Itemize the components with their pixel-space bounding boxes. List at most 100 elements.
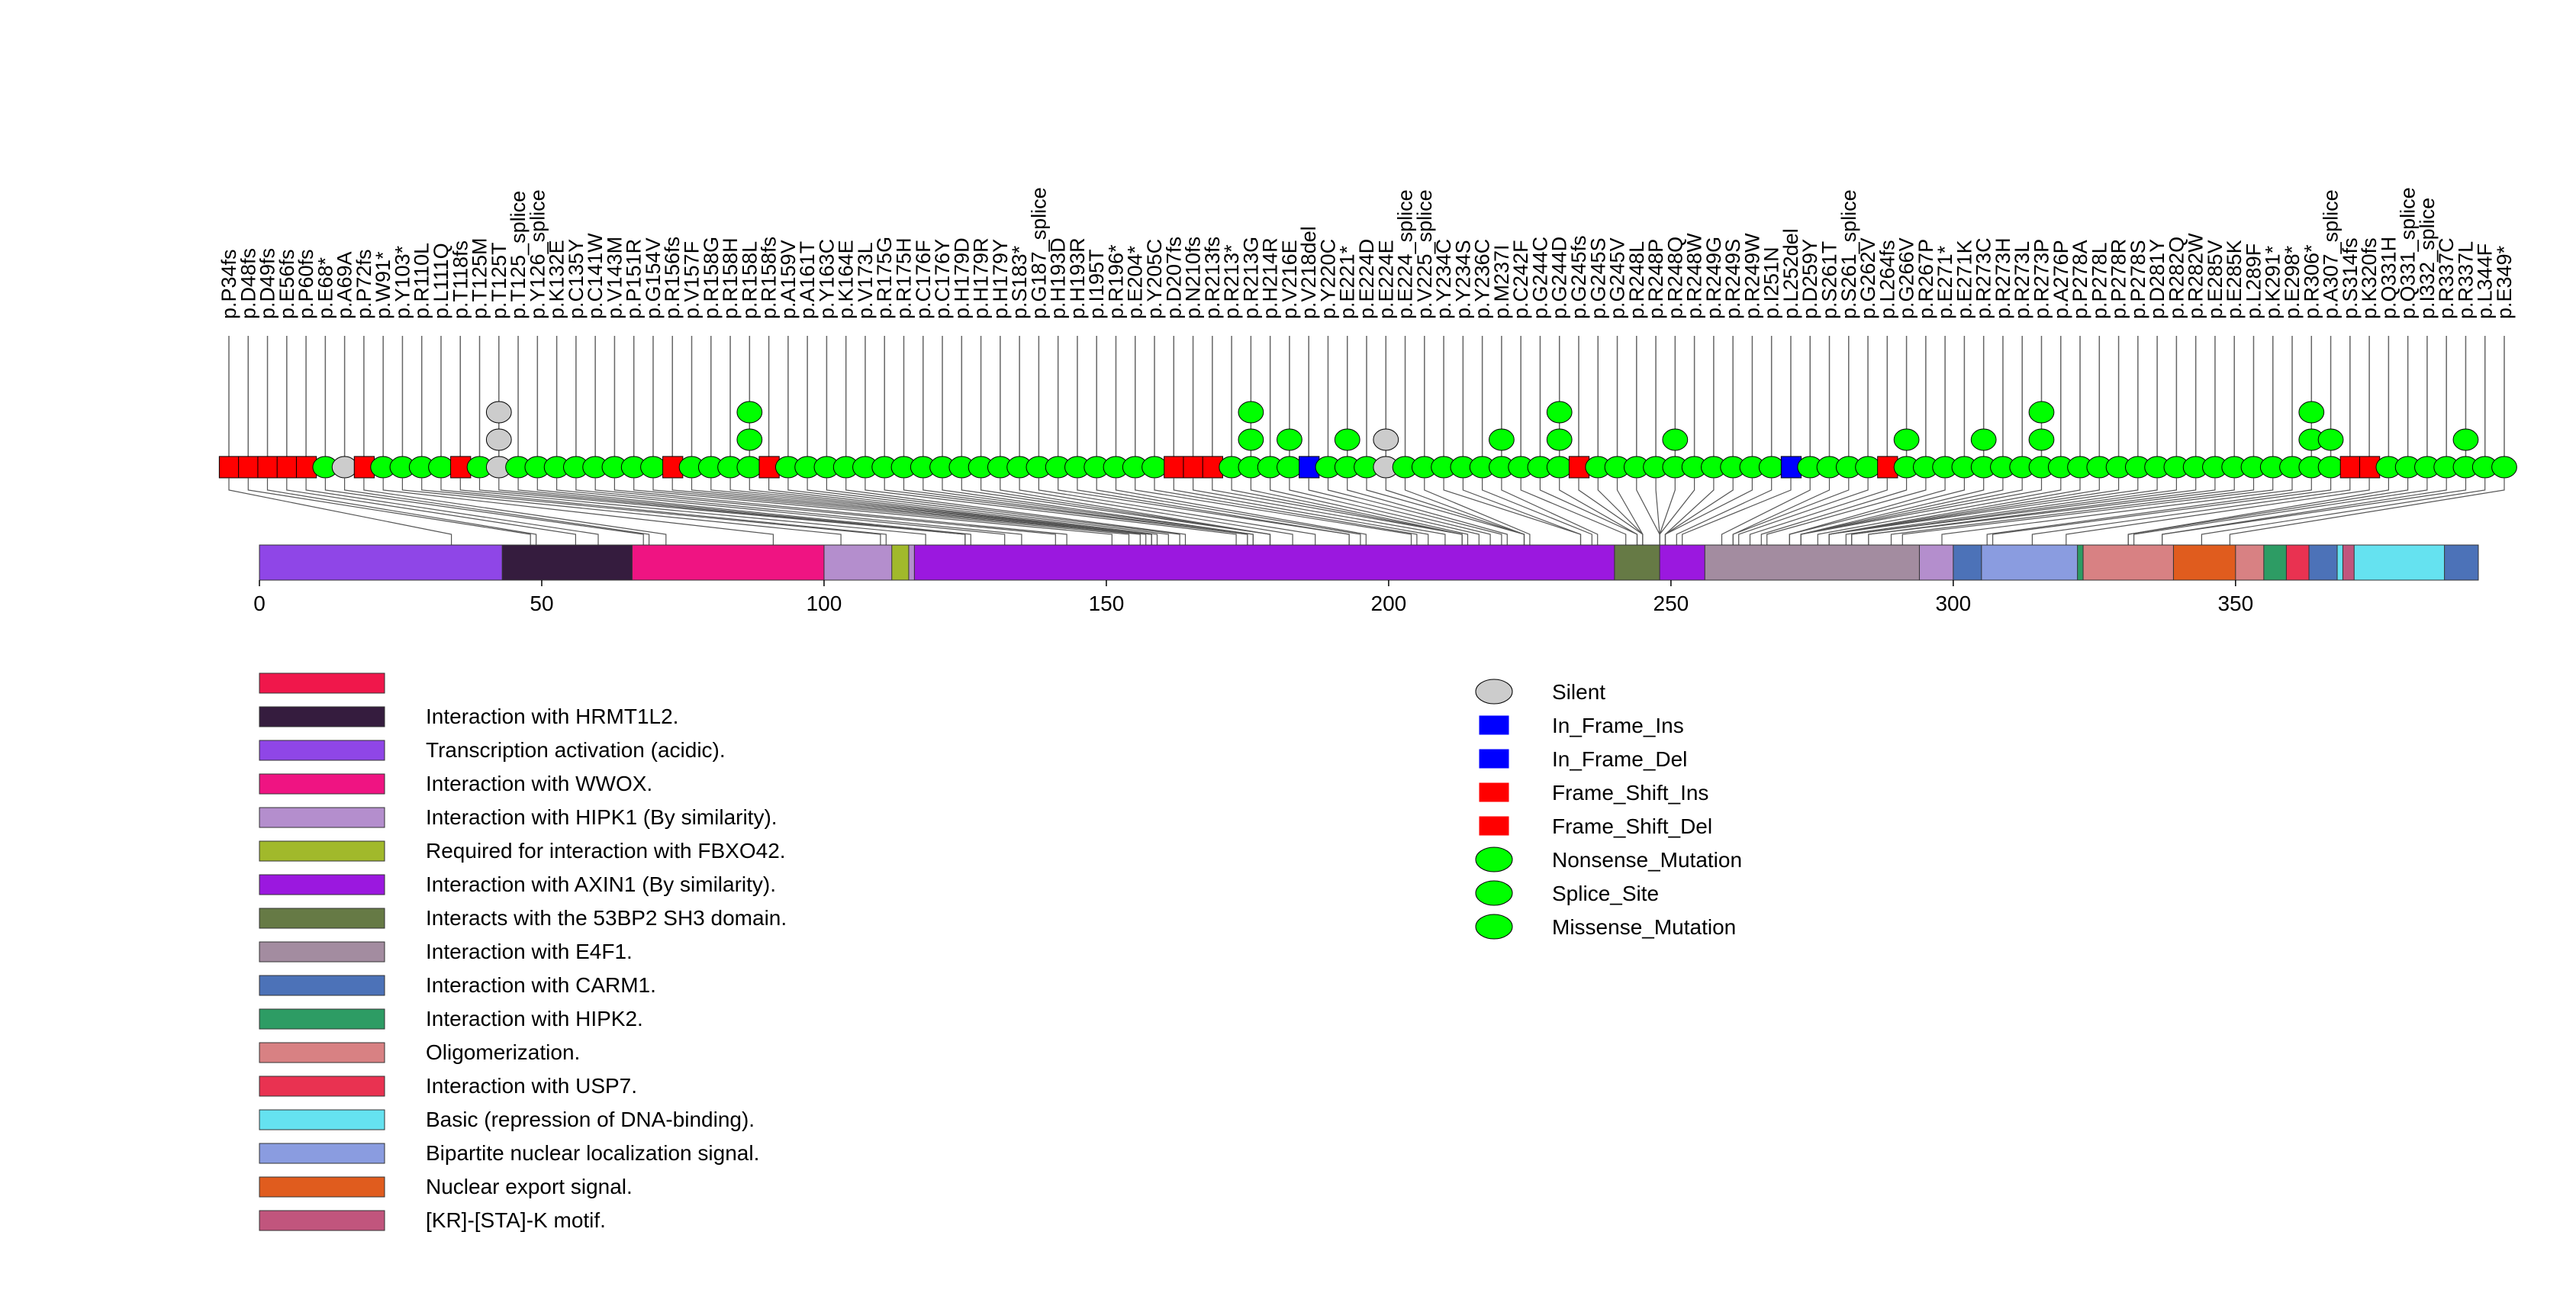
mutation-label: p.L264fs	[1876, 240, 1898, 319]
mutation-label: p.Q331_splice	[2397, 187, 2420, 319]
domain-segment	[2342, 544, 2355, 581]
mutation-label: p.L111Q	[430, 243, 452, 319]
domain-legend-label: Nuclear export signal.	[426, 1175, 633, 1198]
x-tick-label: 250	[1653, 592, 1689, 615]
mutation-label: p.R282Q	[2165, 237, 2188, 319]
mutation-label: p.G245S	[1586, 237, 1609, 319]
mutation-label: p.R213*	[1220, 244, 1243, 319]
mutation-label: p.R267P	[1914, 239, 1937, 319]
mutation-label: p.R273L	[2011, 241, 2033, 319]
mutation-marker	[276, 456, 298, 479]
x-tick-label: 100	[807, 592, 842, 615]
mutation-marker	[257, 456, 279, 479]
domain-legend-swatch	[259, 807, 385, 828]
domain-segment	[1981, 544, 2079, 581]
mutation-label: p.E285K	[2223, 240, 2246, 319]
domain-legend-label: Interaction with AXIN1 (By similarity).	[426, 872, 776, 896]
mutation-label: p.L252del	[1779, 228, 1802, 319]
mutation-label: p.R156fs	[661, 237, 684, 319]
mutation-label: p.R282W	[2185, 233, 2207, 319]
mutation-marker	[331, 456, 358, 479]
domain-legend-label: Oligomerization.	[426, 1040, 580, 1064]
mutation-marker	[1546, 428, 1573, 451]
mutation-marker	[2339, 456, 2361, 479]
mutation-marker	[1489, 428, 1515, 451]
mutation-label: p.D281Y	[2146, 239, 2169, 319]
mutation-marker	[1141, 456, 1167, 479]
domain-legend-swatch	[259, 908, 385, 929]
mutation-marker	[2317, 456, 2344, 479]
legend-marker	[1475, 914, 1513, 940]
mutation-label: p.P72fs	[353, 249, 375, 319]
mutation-marker	[1277, 456, 1302, 479]
domain-legend-swatch	[259, 941, 385, 963]
mutation-label: p.E285V	[2204, 240, 2227, 319]
mutation-label: p.E204*	[1124, 245, 1147, 319]
mutation-label: p.H214R	[1259, 237, 1282, 319]
domain-legend-label: Interaction with HRMT1L2.	[426, 705, 678, 728]
mutation-label: p.P278A	[2069, 240, 2091, 319]
mutation-track	[218, 401, 2517, 479]
mutation-label: p.V143M	[603, 237, 626, 319]
mutation-label: p.G154V	[642, 237, 665, 319]
mutation-label: p.M237I	[1490, 244, 1513, 319]
mutation-label: p.A159V	[777, 240, 800, 319]
domain-legend-swatch	[259, 1042, 385, 1063]
mutation-marker	[1546, 456, 1573, 479]
domain-legend-label: Interaction with E4F1.	[426, 940, 633, 963]
mutation-label: p.V173L	[854, 242, 877, 319]
mutation-label: p.R175H	[893, 237, 916, 319]
mutation-label: p.K320fs	[2358, 237, 2381, 319]
mutation-label: p.Y234C	[1432, 239, 1455, 319]
mutation-label: p.H179R	[970, 237, 993, 319]
mutation-label: p.C135Y	[565, 239, 588, 319]
mutation-label: p.Q331H	[2377, 237, 2400, 319]
legend-marker	[1478, 748, 1510, 769]
mutation-label: p.Y163C	[815, 239, 838, 319]
mutation-label: p.V157F	[681, 241, 704, 319]
mutation-label: p.S183*	[1008, 245, 1031, 319]
mutation-label: p.G244C	[1528, 237, 1551, 319]
mutation-label: p.R337L	[2455, 241, 2478, 319]
mutation-label: p.T118fs	[449, 240, 472, 319]
domain-legend-swatch	[259, 706, 385, 727]
mutation-label: p.D207fs	[1162, 237, 1185, 319]
domain-legend-swatch	[259, 1076, 385, 1097]
mutation-label: p.K132E	[546, 240, 568, 319]
mutation-label: p.R249G	[1702, 237, 1725, 319]
mutation-label: p.R158G	[700, 237, 723, 319]
domain-legend-label: Interacts with the 53BP2 SH3 domain.	[426, 906, 787, 930]
mutation-label: p.P278R	[2107, 239, 2130, 319]
domain-legend-swatch	[259, 1143, 385, 1164]
mutation-marker	[1373, 428, 1399, 451]
mutation-marker	[1662, 428, 1689, 451]
mutation-marker	[640, 456, 666, 479]
mutation-label: p.R158H	[719, 237, 742, 319]
mutation-marker	[1546, 401, 1573, 424]
mutation-label: p.A276P	[2050, 240, 2072, 319]
mutation-label: p.Y126_splice	[526, 189, 549, 319]
mutation-label: p.Y220C	[1317, 239, 1340, 319]
mutation-label: p.E68*	[314, 256, 336, 319]
mutation-label: p.R249S	[1721, 239, 1744, 319]
mutation-label: p.Y236C	[1471, 239, 1494, 319]
mutation-label: p.R249W	[1740, 233, 1763, 319]
domain-legend-label: Required for interaction with FBXO42.	[426, 839, 786, 863]
mutation-label: p.A307_splice	[2320, 189, 2343, 319]
mutation-type-legend: Silent In_Frame_Ins In_Frame_Del Frame_Shif…	[1475, 679, 1742, 940]
mutation-marker	[1970, 428, 1997, 451]
mutation-label: p.E298*	[2281, 245, 2304, 319]
mutation-label: p.R273C	[1972, 237, 1995, 319]
mutation-label: p.C141W	[584, 233, 607, 319]
mutation-label: p.H179Y	[989, 239, 1012, 319]
mutation-marker	[238, 456, 259, 479]
x-tick-label: 0	[253, 592, 266, 615]
mutation-marker	[2452, 428, 2479, 451]
mutation-marker	[428, 456, 454, 479]
domain-legend-swatch	[259, 975, 385, 996]
mutation-label: p.T125M	[469, 237, 491, 319]
mutation-label: p.N210fs	[1182, 237, 1205, 319]
mutation-marker	[218, 456, 240, 479]
mutation-label: p.C176Y	[931, 239, 954, 319]
x-tick-label: 50	[530, 592, 553, 615]
